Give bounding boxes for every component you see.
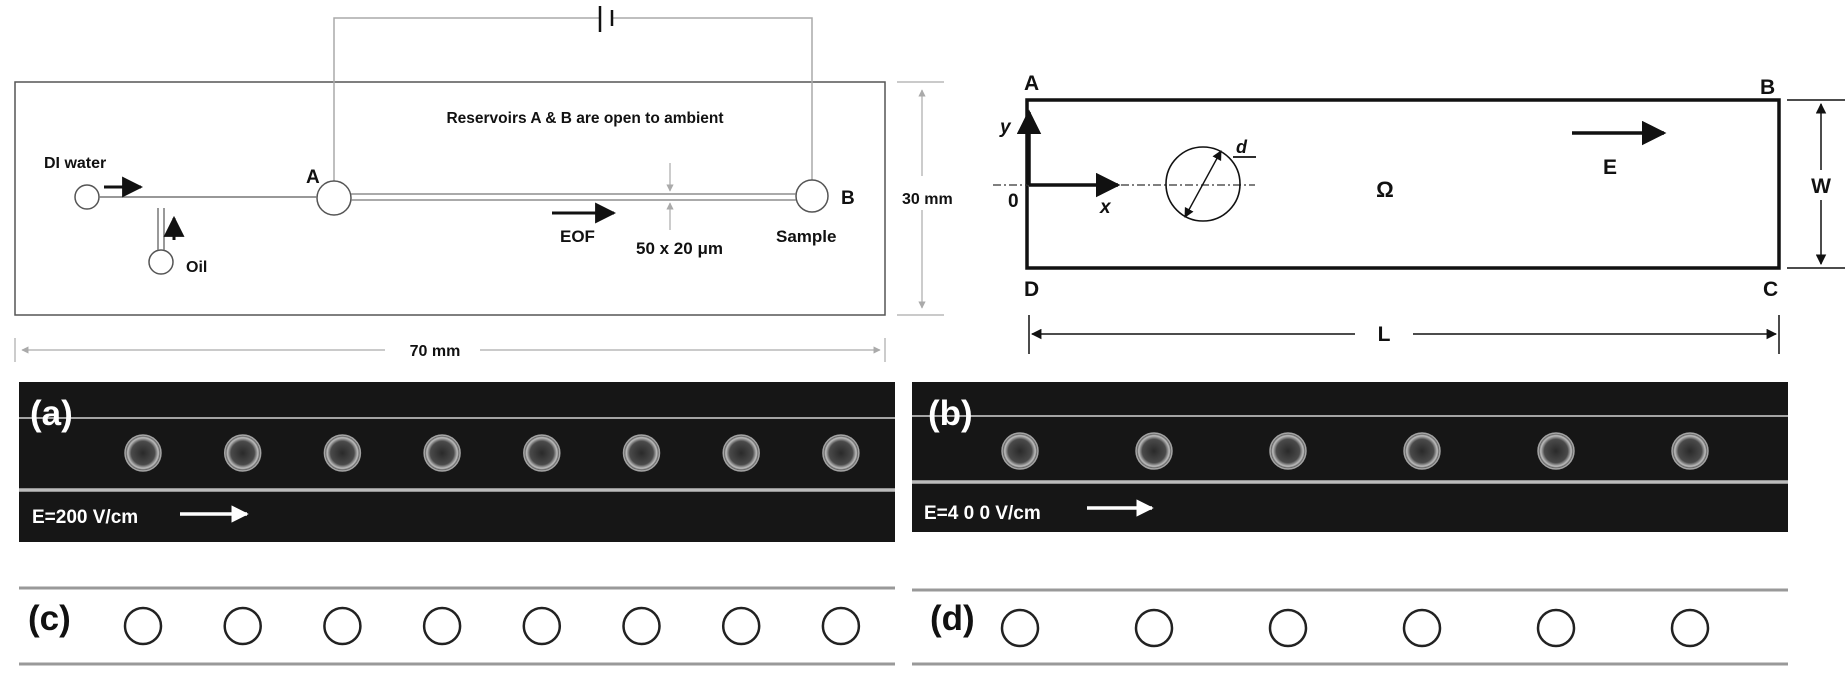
reservoir-b-label: B bbox=[841, 188, 855, 209]
droplet bbox=[1403, 432, 1441, 470]
width-label: W bbox=[1811, 175, 1831, 198]
field-label: E bbox=[1603, 156, 1617, 179]
droplet bbox=[422, 606, 462, 646]
droplet bbox=[721, 606, 761, 646]
field-a-label: E=200 V/cm bbox=[32, 507, 138, 528]
corner-b-label: B bbox=[1760, 76, 1775, 99]
droplet bbox=[1165, 146, 1241, 222]
oil-inlet-label: Oil bbox=[186, 259, 207, 276]
droplet bbox=[1536, 608, 1576, 648]
droplet bbox=[822, 434, 860, 472]
droplet bbox=[423, 434, 461, 472]
droplet bbox=[124, 434, 162, 472]
x-axis-label: x bbox=[1099, 197, 1112, 218]
corner-c-label: C bbox=[1763, 278, 1778, 301]
computational-domain: A B C D y x 0 d Ω E W L bbox=[993, 72, 1845, 354]
panel-c-label: (c) bbox=[28, 599, 71, 638]
droplet bbox=[523, 434, 561, 472]
micrograph-a-droplets bbox=[124, 434, 860, 472]
water-inlet-label: DI water bbox=[44, 155, 106, 172]
droplet bbox=[1671, 432, 1709, 470]
droplet bbox=[722, 434, 760, 472]
micrograph-b-background bbox=[912, 382, 1788, 532]
channel-size-label: 50 x 20 μm bbox=[636, 239, 723, 258]
corner-d-label: D bbox=[1024, 278, 1039, 301]
height-label: 30 mm bbox=[902, 191, 953, 208]
reservoir-b bbox=[795, 179, 829, 213]
droplet bbox=[223, 434, 262, 472]
droplet bbox=[123, 606, 163, 646]
reservoir-a-label: A bbox=[306, 167, 320, 188]
panel-b-label: (b) bbox=[928, 394, 973, 433]
droplet bbox=[1000, 608, 1040, 648]
origin-label: 0 bbox=[1008, 191, 1019, 212]
diameter-arrow bbox=[1184, 150, 1222, 218]
droplet bbox=[1001, 432, 1039, 470]
droplet bbox=[323, 606, 362, 646]
droplet bbox=[1670, 608, 1710, 648]
simulation-d-droplets bbox=[1000, 608, 1710, 648]
panel-d-label: (d) bbox=[930, 599, 975, 638]
reservoir-note: Reservoirs A & B are open to ambient bbox=[446, 110, 723, 127]
droplet bbox=[821, 606, 861, 646]
droplet bbox=[1269, 432, 1307, 470]
wire-left bbox=[333, 17, 600, 182]
chip-outline bbox=[14, 81, 886, 316]
droplet bbox=[622, 434, 661, 472]
micrograph-b-droplets bbox=[1001, 432, 1709, 470]
oil-inlet-reservoir bbox=[148, 249, 174, 275]
sample-label: Sample bbox=[776, 227, 836, 246]
droplet bbox=[1268, 608, 1308, 648]
y-axis-label: y bbox=[999, 117, 1012, 138]
region-label: Ω bbox=[1376, 177, 1394, 202]
wire-right bbox=[612, 17, 813, 180]
droplet bbox=[1402, 608, 1442, 648]
field-b-label: E=4 0 0 V/cm bbox=[924, 503, 1041, 524]
droplet bbox=[1135, 432, 1173, 470]
droplet bbox=[223, 606, 262, 646]
chip-schematic: Reservoirs A & B are open to ambient DI … bbox=[14, 6, 953, 362]
simulation-c-droplets bbox=[123, 606, 861, 646]
length-label: L bbox=[1378, 323, 1391, 346]
water-inlet-reservoir bbox=[74, 184, 100, 210]
eof-label: EOF bbox=[560, 227, 595, 246]
corner-a-label: A bbox=[1024, 72, 1039, 95]
length-label: 70 mm bbox=[410, 343, 461, 360]
droplet bbox=[622, 606, 661, 646]
droplet bbox=[1134, 608, 1174, 648]
panel-a-label: (a) bbox=[30, 394, 73, 433]
micrograph-b: (b) E=4 0 0 V/cm bbox=[912, 382, 1788, 532]
simulation-d: (d) bbox=[912, 588, 1788, 666]
reservoir-a bbox=[316, 180, 352, 216]
diameter-label: d bbox=[1236, 137, 1248, 157]
simulation-c: (c) bbox=[19, 586, 895, 666]
droplet bbox=[522, 606, 562, 646]
micrograph-a: (a) E=200 V/cm bbox=[19, 382, 895, 542]
domain-boundary bbox=[1025, 98, 1781, 270]
droplet bbox=[323, 434, 362, 472]
droplet bbox=[1537, 432, 1575, 470]
